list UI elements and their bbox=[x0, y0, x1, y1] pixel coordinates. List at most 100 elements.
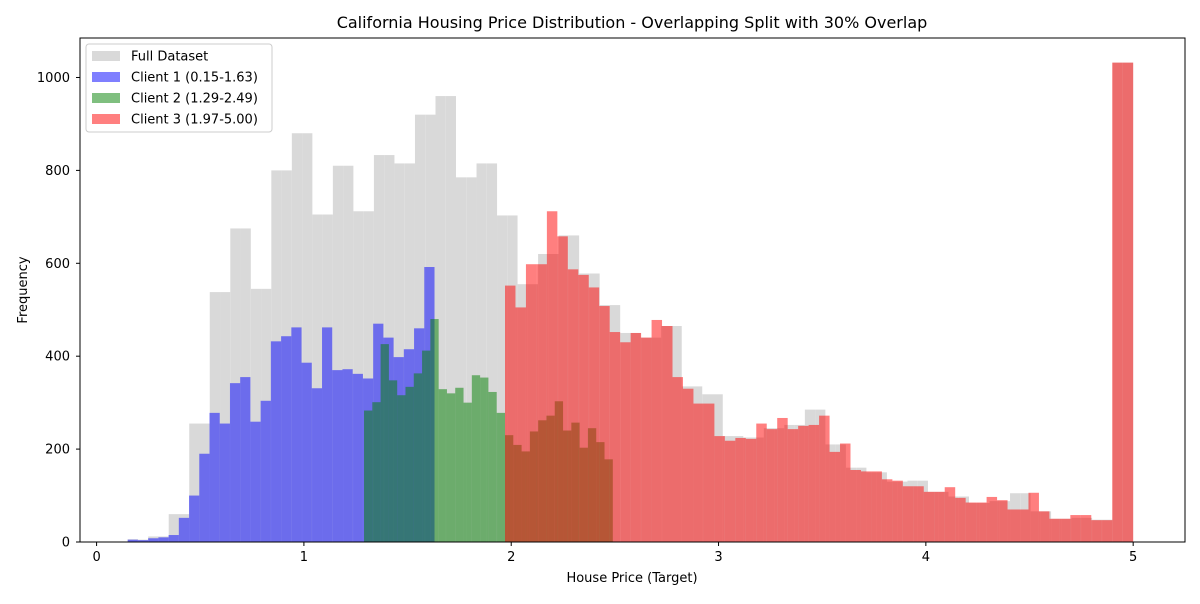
histogram-bar-s0-30 bbox=[435, 96, 446, 542]
histogram-bar-s3-37 bbox=[892, 480, 903, 542]
histogram-bar-s3-21 bbox=[724, 440, 736, 542]
histogram-bar-s3-28 bbox=[798, 425, 809, 542]
histogram-bar-s2-6 bbox=[413, 373, 423, 542]
histogram-bar-s2-0 bbox=[364, 410, 373, 542]
y-axis-label: Frequency bbox=[16, 256, 31, 323]
histogram-bar-s3-32 bbox=[840, 443, 851, 542]
histogram-bar-s3-43 bbox=[955, 497, 966, 542]
histogram-bar-s3-31 bbox=[829, 451, 841, 542]
histogram-bar-s2-3 bbox=[388, 380, 398, 542]
histogram-bar-s0-34 bbox=[476, 163, 487, 543]
histogram-bar-s2-4 bbox=[397, 395, 406, 542]
histogram-bar-s2-2 bbox=[380, 344, 389, 542]
histogram-bar-s3-19 bbox=[703, 403, 715, 542]
histogram-bar-s3-0 bbox=[505, 285, 516, 542]
histogram-bar-s1-5 bbox=[178, 517, 190, 542]
histogram-bar-s0-35 bbox=[486, 163, 498, 543]
histogram-bar-s1-12 bbox=[250, 421, 261, 542]
histogram-bar-s3-11 bbox=[620, 342, 631, 542]
histogram-bar-s3-7 bbox=[578, 274, 589, 542]
histogram-bar-s1-16 bbox=[291, 327, 302, 542]
histogram-bar-s1-7 bbox=[199, 453, 210, 542]
legend-label: Full Dataset bbox=[131, 50, 208, 65]
histogram-bar-s3-56 bbox=[1091, 520, 1102, 542]
histogram-bar-s3-25 bbox=[766, 429, 778, 542]
plot-frame bbox=[79, 37, 1186, 543]
histogram-bar-s3-9 bbox=[599, 306, 610, 542]
histogram-bar-s3-15 bbox=[662, 326, 673, 542]
histogram-bar-s3-30 bbox=[819, 415, 830, 542]
histogram-bar-s1-15 bbox=[281, 336, 292, 542]
histogram-bar-s3-53 bbox=[1059, 518, 1071, 542]
histogram-bar-s3-57 bbox=[1101, 520, 1113, 542]
histogram-bar-s0-18 bbox=[312, 214, 323, 542]
histogram-bar-s3-54 bbox=[1070, 515, 1081, 542]
y-tick-label: 200 bbox=[45, 443, 70, 458]
x-tick-label: 5 bbox=[1129, 550, 1137, 565]
x-tick-label: 3 bbox=[714, 550, 722, 565]
histogram-bar-s3-34 bbox=[860, 471, 872, 542]
legend-label: Client 3 (1.97-5.00) bbox=[131, 113, 258, 128]
histogram-bar-s2-11 bbox=[455, 387, 464, 542]
histogram-bar-s0-32 bbox=[456, 177, 467, 542]
histogram-bar-s3-29 bbox=[808, 424, 820, 542]
histogram-bar-s1-0 bbox=[127, 539, 138, 542]
histogram-bar-s3-18 bbox=[693, 403, 704, 542]
y-tick-label: 600 bbox=[45, 257, 70, 272]
histogram-bar-s1-21 bbox=[342, 369, 353, 542]
histogram-bar-s3-17 bbox=[682, 388, 694, 542]
histogram-bar-s1-11 bbox=[240, 377, 251, 542]
histogram-bar-s3-26 bbox=[777, 417, 788, 542]
legend-swatch bbox=[92, 114, 120, 124]
histogram-bar-s3-59 bbox=[1122, 62, 1134, 543]
legend: Full Dataset Client 1 (0.15-1.63) Client 2… bbox=[85, 43, 273, 133]
histogram-bar-s1-4 bbox=[168, 535, 179, 542]
histogram-bar-s2-10 bbox=[446, 393, 456, 542]
histogram-bar-s3-42 bbox=[944, 487, 956, 542]
histogram-bar-s0-4 bbox=[168, 514, 179, 542]
histogram-bar-s3-2 bbox=[525, 264, 537, 542]
histogram-bar-s3-58 bbox=[1112, 62, 1123, 543]
histogram-bar-s3-13 bbox=[641, 337, 652, 542]
histogram-bar-s3-6 bbox=[567, 269, 579, 542]
legend-label: Client 2 (1.29-2.49) bbox=[131, 92, 258, 107]
histogram-bar-s3-23 bbox=[745, 438, 757, 542]
x-axis-label: House Price (Target) bbox=[566, 571, 697, 586]
histogram-bar-s3-33 bbox=[850, 470, 861, 542]
histogram-bar-s3-20 bbox=[714, 436, 725, 542]
histogram-bar-s1-9 bbox=[219, 423, 230, 542]
legend-swatch bbox=[92, 72, 120, 82]
histogram-bar-s0-12 bbox=[250, 288, 262, 542]
y-tick-label: 400 bbox=[45, 350, 70, 365]
histogram-bar-s2-15 bbox=[488, 391, 497, 542]
histogram-bar-s0-23 bbox=[363, 211, 374, 542]
bars-layer bbox=[127, 62, 1134, 543]
histogram-bar-s3-16 bbox=[672, 377, 683, 542]
histogram-bar-s3-8 bbox=[588, 287, 600, 542]
histogram-bar-s1-13 bbox=[260, 400, 271, 542]
histogram-bar-s3-22 bbox=[735, 437, 746, 542]
histogram-bar-s3-48 bbox=[1007, 509, 1019, 542]
histogram-bar-s0-9 bbox=[220, 292, 231, 542]
histogram-bar-s2-9 bbox=[438, 389, 447, 542]
x-tick-label: 0 bbox=[92, 550, 100, 565]
histogram-bar-s3-40 bbox=[923, 491, 935, 542]
histogram-bar-s0-17 bbox=[302, 133, 313, 543]
histogram-bar-s3-39 bbox=[913, 486, 924, 542]
histogram-bar-s3-47 bbox=[997, 500, 1008, 542]
y-tick-label: 800 bbox=[45, 164, 70, 179]
x-tick-label: 2 bbox=[507, 550, 515, 565]
histogram-bar-s1-8 bbox=[209, 412, 220, 542]
y-tick-label: 0 bbox=[62, 536, 70, 551]
histogram-bar-s1-10 bbox=[229, 383, 241, 542]
y-tick-label: 1000 bbox=[37, 71, 70, 86]
histogram-bar-s3-12 bbox=[630, 332, 642, 542]
chart-title: California Housing Price Distribution - … bbox=[337, 13, 928, 32]
histogram-bar-s2-12 bbox=[463, 402, 472, 542]
histogram-bar-s1-19 bbox=[322, 327, 333, 542]
histogram-bar-s1-18 bbox=[311, 388, 323, 542]
histogram-bar-s1-2 bbox=[148, 538, 159, 542]
histogram-bar-s3-49 bbox=[1018, 509, 1029, 542]
